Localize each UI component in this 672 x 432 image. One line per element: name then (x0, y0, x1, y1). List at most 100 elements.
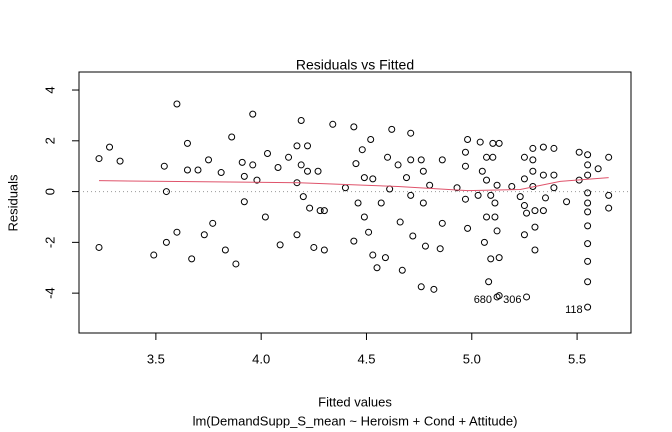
point (584, 240, 592, 248)
point (531, 246, 539, 254)
point (150, 251, 158, 259)
point (508, 183, 516, 191)
point (464, 224, 472, 232)
point (232, 260, 240, 268)
point (354, 199, 362, 207)
point (276, 241, 284, 249)
point (360, 213, 368, 221)
point (381, 254, 389, 262)
point (173, 100, 181, 108)
point (373, 264, 381, 272)
point (240, 172, 248, 180)
point (495, 254, 503, 262)
point (461, 148, 469, 156)
point (493, 227, 501, 235)
point (365, 228, 373, 236)
point (476, 138, 484, 146)
point (350, 123, 358, 131)
point (584, 278, 592, 286)
point (550, 144, 558, 152)
point (584, 303, 592, 311)
point (316, 207, 324, 215)
point-label: 118 (565, 304, 583, 316)
point-label: 680 (474, 294, 492, 306)
point (95, 155, 103, 163)
point (584, 161, 592, 169)
point (209, 219, 217, 227)
point (369, 251, 377, 259)
point (360, 174, 368, 182)
point (584, 222, 592, 230)
y-tick-label: 4 (42, 86, 57, 93)
point (419, 199, 427, 207)
point (426, 181, 434, 189)
point (516, 193, 524, 201)
point (480, 238, 488, 246)
point (529, 156, 537, 164)
point (384, 153, 392, 161)
point (485, 278, 493, 286)
point (285, 153, 293, 161)
x-tick-label: 5.0 (463, 351, 481, 366)
x-tick-label: 4.5 (357, 351, 375, 366)
point (436, 245, 444, 253)
point (495, 139, 503, 147)
point (200, 231, 208, 239)
point (188, 255, 196, 263)
point (478, 167, 486, 175)
point (409, 232, 417, 240)
subtitle: lm(DemandSupp_S_mean ~ Heroism + Cond + … (193, 413, 518, 428)
point (369, 175, 377, 183)
point (367, 136, 375, 144)
point (407, 156, 415, 164)
point (529, 144, 537, 152)
point (575, 148, 583, 156)
point (293, 231, 301, 239)
point (550, 184, 558, 192)
point (605, 153, 613, 161)
chart-title: Residuals vs Fitted (296, 57, 414, 73)
point (228, 133, 236, 141)
point (310, 243, 318, 251)
point (261, 213, 269, 221)
point (520, 153, 528, 161)
point (438, 219, 446, 227)
point (461, 195, 469, 203)
point (160, 162, 168, 170)
point (350, 237, 358, 245)
point (407, 129, 415, 137)
point (584, 171, 592, 179)
x-tick-label: 3.5 (147, 351, 165, 366)
point (520, 231, 528, 239)
point (594, 165, 602, 173)
point (407, 191, 415, 199)
point (464, 136, 472, 144)
point (531, 207, 539, 215)
point (274, 163, 282, 171)
point (299, 193, 307, 201)
point (430, 285, 438, 293)
point (541, 194, 549, 202)
point (489, 153, 497, 161)
x-tick-label: 5.5 (568, 351, 586, 366)
point (474, 191, 482, 199)
point (194, 166, 202, 174)
point (341, 184, 349, 192)
point (217, 169, 225, 177)
point (487, 191, 495, 199)
point (419, 167, 427, 175)
point (396, 218, 404, 226)
point (539, 171, 547, 179)
point (584, 199, 592, 207)
point (402, 174, 410, 182)
point (238, 158, 246, 166)
point (205, 156, 213, 164)
point-label: 306 (503, 294, 521, 306)
smooth-line (99, 177, 609, 192)
y-tick-label: 2 (42, 137, 57, 144)
point (240, 198, 248, 206)
point (304, 142, 312, 150)
point (523, 209, 531, 217)
